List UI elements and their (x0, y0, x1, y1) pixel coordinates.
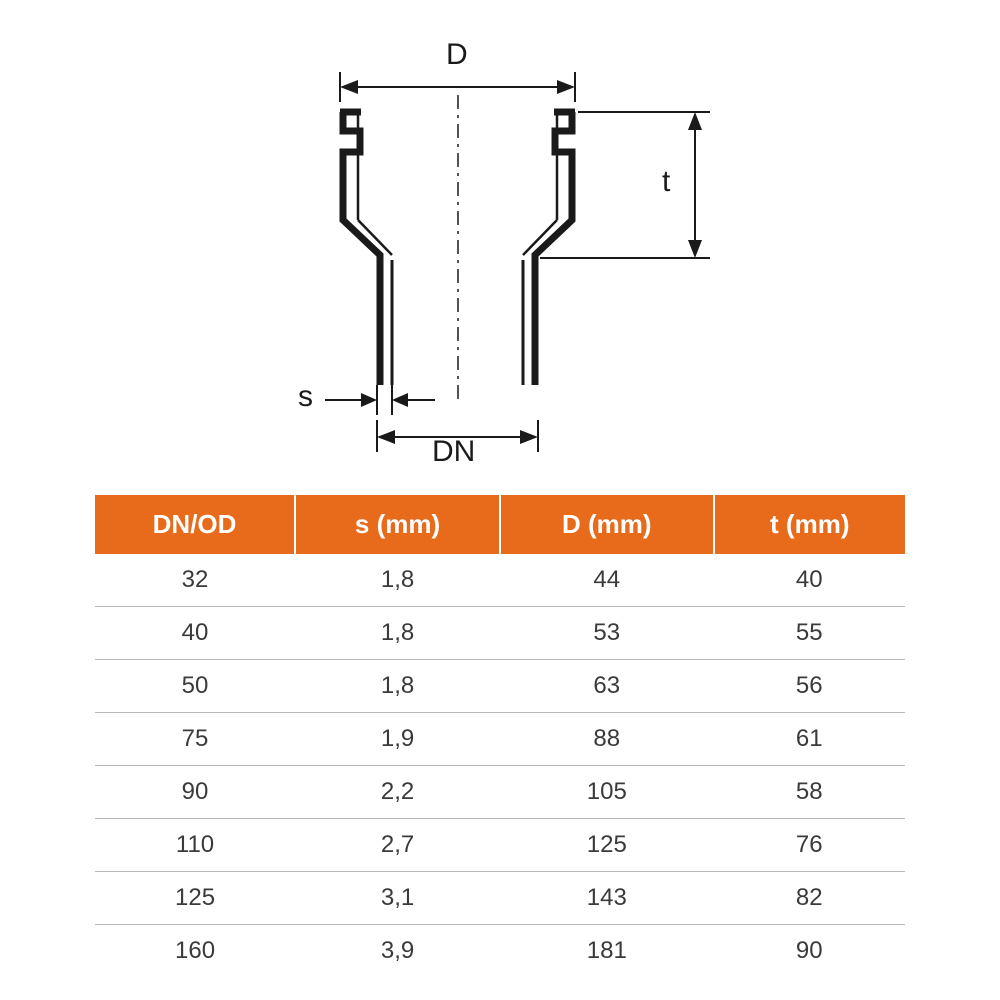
pipe-diagram: D t s DN (200, 40, 800, 460)
cell: 55 (714, 607, 905, 660)
dimensions-table-container: DN/OD s (mm) D (mm) t (mm) 32 1,8 44 40 … (95, 495, 905, 977)
cell: 2,7 (295, 819, 500, 872)
label-d: D (446, 38, 468, 72)
table-row: 75 1,9 88 61 (95, 713, 905, 766)
col-header-dnod: DN/OD (95, 495, 295, 554)
cell: 143 (500, 872, 714, 925)
cell: 1,8 (295, 607, 500, 660)
label-dn: DN (432, 435, 475, 469)
table-row: 160 3,9 181 90 (95, 925, 905, 978)
label-s: s (298, 380, 313, 414)
cell: 61 (714, 713, 905, 766)
cell: 63 (500, 660, 714, 713)
cell: 53 (500, 607, 714, 660)
table-row: 125 3,1 143 82 (95, 872, 905, 925)
cell: 50 (95, 660, 295, 713)
table-row: 110 2,7 125 76 (95, 819, 905, 872)
cell: 88 (500, 713, 714, 766)
table-row: 40 1,8 53 55 (95, 607, 905, 660)
cell: 32 (95, 554, 295, 607)
cell: 90 (714, 925, 905, 978)
cell: 90 (95, 766, 295, 819)
cell: 2,2 (295, 766, 500, 819)
cell: 105 (500, 766, 714, 819)
cell: 44 (500, 554, 714, 607)
label-t: t (662, 165, 670, 199)
cell: 125 (95, 872, 295, 925)
table-row: 32 1,8 44 40 (95, 554, 905, 607)
cell: 58 (714, 766, 905, 819)
cell: 181 (500, 925, 714, 978)
table-body: 32 1,8 44 40 40 1,8 53 55 50 1,8 63 56 7… (95, 554, 905, 977)
cell: 125 (500, 819, 714, 872)
col-header-t: t (mm) (714, 495, 905, 554)
cell: 56 (714, 660, 905, 713)
cell: 3,9 (295, 925, 500, 978)
table-header-row: DN/OD s (mm) D (mm) t (mm) (95, 495, 905, 554)
cell: 160 (95, 925, 295, 978)
col-header-s: s (mm) (295, 495, 500, 554)
cell: 1,8 (295, 554, 500, 607)
cell: 40 (95, 607, 295, 660)
cell: 76 (714, 819, 905, 872)
dimensions-table: DN/OD s (mm) D (mm) t (mm) 32 1,8 44 40 … (95, 495, 905, 977)
table-row: 50 1,8 63 56 (95, 660, 905, 713)
dimension-s (325, 385, 435, 415)
cell: 1,8 (295, 660, 500, 713)
cell: 1,9 (295, 713, 500, 766)
cell: 75 (95, 713, 295, 766)
table-row: 90 2,2 105 58 (95, 766, 905, 819)
cell: 40 (714, 554, 905, 607)
cell: 110 (95, 819, 295, 872)
col-header-d: D (mm) (500, 495, 714, 554)
cell: 3,1 (295, 872, 500, 925)
cell: 82 (714, 872, 905, 925)
pipe-svg (200, 40, 800, 460)
